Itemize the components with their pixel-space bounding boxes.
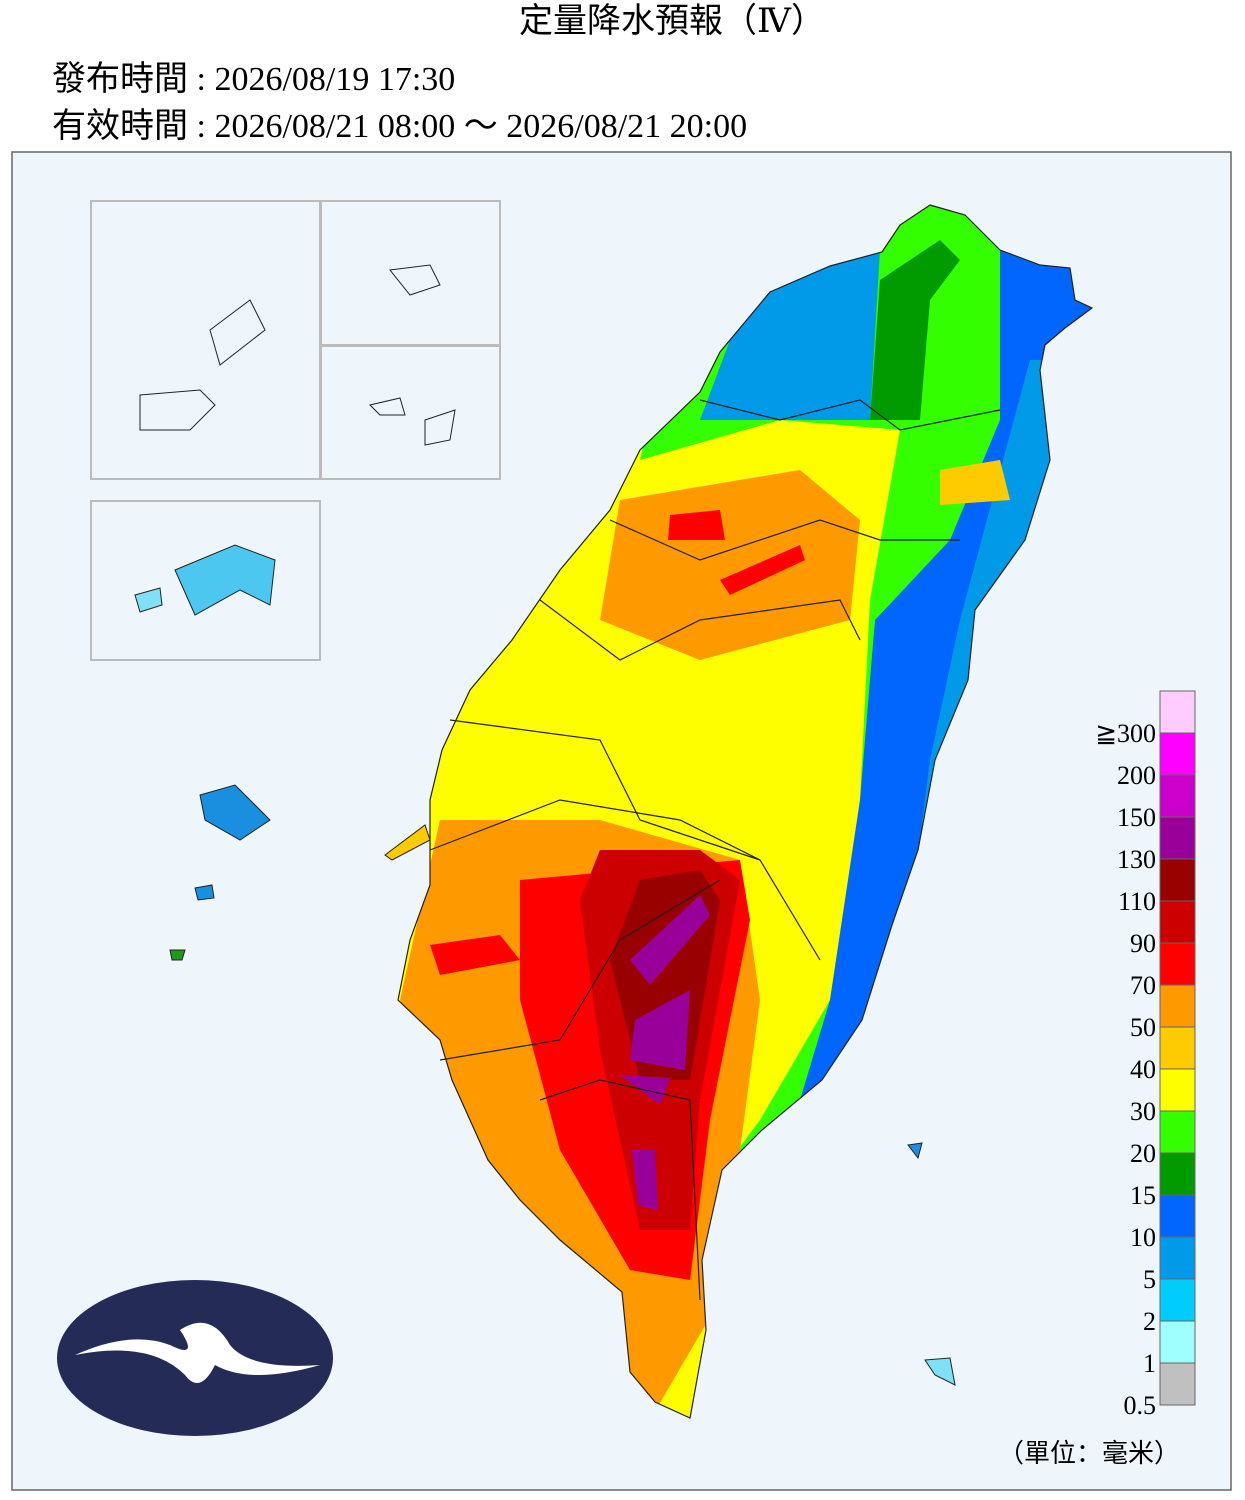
legend-swatch — [1159, 1236, 1196, 1280]
cwa-logo — [57, 1280, 333, 1436]
inset-boxes — [90, 200, 501, 661]
legend-label: 5 — [1143, 1265, 1156, 1294]
legend-label: 90 — [1130, 929, 1156, 958]
legend-swatch — [1159, 1320, 1196, 1364]
legend-label: 0.5 — [1124, 1391, 1157, 1420]
legend-label: ≧300 — [1095, 719, 1156, 748]
legend-swatch — [1159, 858, 1196, 902]
legend-swatch — [1159, 1152, 1196, 1196]
legend-swatch — [1159, 774, 1196, 818]
boundaries — [429, 399, 1001, 1301]
legend-label: 70 — [1130, 971, 1156, 1000]
legend-swatch — [1159, 1362, 1196, 1406]
legend-label: 110 — [1118, 887, 1156, 916]
legend-label: 200 — [1117, 761, 1156, 790]
islands — [134, 264, 956, 1386]
legend-label: 40 — [1130, 1055, 1156, 1084]
legend-label: 1 — [1143, 1349, 1156, 1378]
legend-label: 15 — [1130, 1181, 1156, 1210]
legend-label: 10 — [1130, 1223, 1156, 1252]
legend-swatch — [1159, 732, 1196, 776]
title: 定量降水預報（Ⅳ） — [519, 2, 825, 40]
issued-time: 發布時間 : 2026/08/19 17:30 — [52, 60, 455, 98]
legend-label: 30 — [1130, 1097, 1156, 1126]
unit-label: （單位：毫米） — [998, 1439, 1180, 1468]
legend-swatch — [1159, 984, 1196, 1028]
legend-label: 2 — [1143, 1307, 1156, 1336]
legend-swatch — [1159, 690, 1196, 734]
legend-label: 150 — [1117, 803, 1156, 832]
legend-swatch — [1159, 1194, 1196, 1238]
valid-time: 有效時間 : 2026/08/21 08:00 ～ 2026/08/21 20:… — [52, 107, 747, 145]
legend-swatch — [1159, 1026, 1196, 1070]
legend-swatch — [1159, 1110, 1196, 1154]
legend-label: 20 — [1130, 1139, 1156, 1168]
legend-swatch — [1159, 1278, 1196, 1322]
legend-label: 50 — [1130, 1013, 1156, 1042]
legend-swatch — [1159, 816, 1196, 860]
legend-swatch — [1159, 900, 1196, 944]
legend-label: 130 — [1117, 845, 1156, 874]
legend-swatch — [1159, 1068, 1196, 1112]
legend: 0.5 1 2 5 10 15 20 30 40 50 70 90 110 130 150 200 ≧300 — [1095, 690, 1196, 1420]
legend-swatch — [1159, 942, 1196, 986]
